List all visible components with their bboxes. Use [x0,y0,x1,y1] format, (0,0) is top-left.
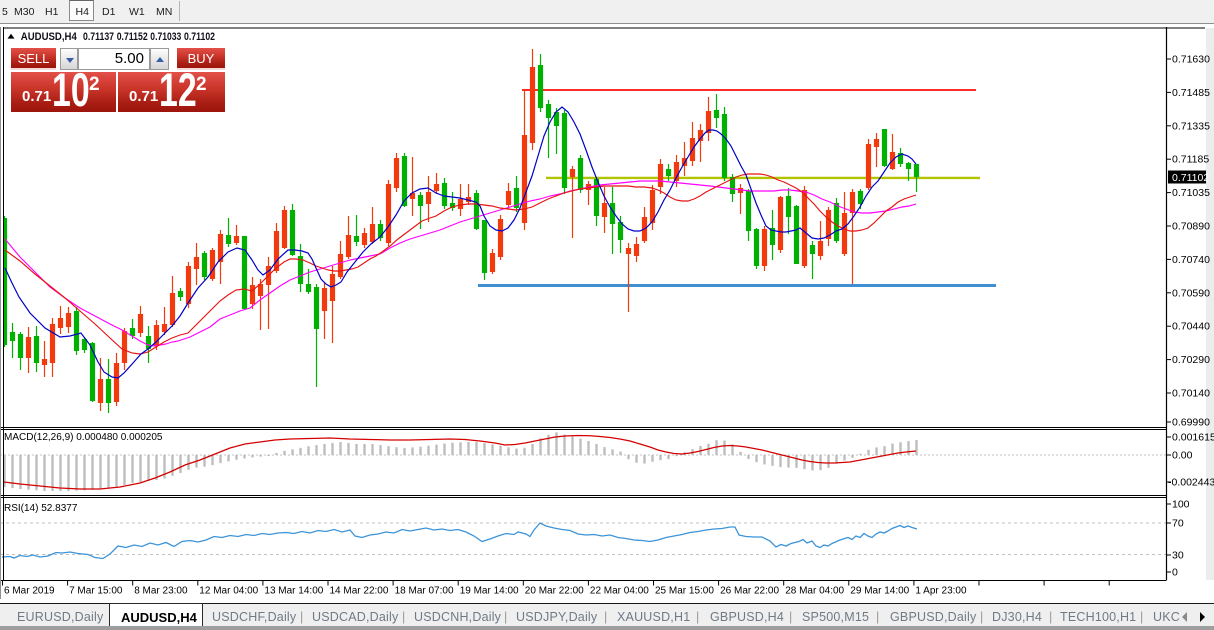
svg-text:25 Mar 15:00: 25 Mar 15:00 [655,586,714,597]
svg-text:0: 0 [1172,567,1178,579]
svg-text:70: 70 [1172,518,1184,530]
svg-text:AUDUSD,H4: AUDUSD,H4 [21,31,78,43]
svg-text:0.71335: 0.71335 [1172,120,1210,132]
svg-text:7 Mar 15:00: 7 Mar 15:00 [69,586,123,597]
svg-text:0.70740: 0.70740 [1172,254,1210,266]
svg-text:6 Mar 2019: 6 Mar 2019 [4,586,55,597]
svg-text:0.71485: 0.71485 [1172,87,1210,99]
svg-text:0.70890: 0.70890 [1172,221,1210,233]
svg-text:RSI(14) 52.8377: RSI(14) 52.8377 [4,503,78,514]
svg-text:1 Apr 23:00: 1 Apr 23:00 [915,586,967,597]
svg-text:18 Mar 07:00: 18 Mar 07:00 [395,586,454,597]
svg-text:0.001615: 0.001615 [1172,432,1214,444]
svg-text:28 Mar 04:00: 28 Mar 04:00 [785,586,844,597]
svg-text:0.71102: 0.71102 [1172,172,1209,184]
svg-text:0.70140: 0.70140 [1172,388,1210,400]
svg-text:19 Mar 14:00: 19 Mar 14:00 [460,586,519,597]
svg-text:0.70590: 0.70590 [1172,287,1210,299]
svg-text:100: 100 [1172,499,1190,511]
svg-text:12 Mar 04:00: 12 Mar 04:00 [199,586,258,597]
svg-text:0.71185: 0.71185 [1172,154,1209,166]
svg-text:-0.002443: -0.002443 [1168,477,1214,489]
svg-text:0.69990: 0.69990 [1172,417,1210,429]
svg-text:0.00: 0.00 [1172,450,1193,462]
svg-text:0.71035: 0.71035 [1172,187,1210,199]
svg-text:0.70290: 0.70290 [1172,354,1210,366]
svg-text:20 Mar 22:00: 20 Mar 22:00 [525,586,584,597]
svg-text:0.71630: 0.71630 [1172,54,1210,66]
svg-text:0.70440: 0.70440 [1172,321,1210,333]
svg-text:22 Mar 04:00: 22 Mar 04:00 [590,586,649,597]
svg-text:14 Mar 22:00: 14 Mar 22:00 [330,586,389,597]
svg-text:8 Mar 23:00: 8 Mar 23:00 [134,586,188,597]
svg-text:13 Mar 14:00: 13 Mar 14:00 [264,586,323,597]
svg-text:29 Mar 14:00: 29 Mar 14:00 [850,586,909,597]
svg-text:26 Mar 22:00: 26 Mar 22:00 [720,586,779,597]
svg-text:MACD(12,26,9) 0.000480 0.00020: MACD(12,26,9) 0.000480 0.000205 [4,432,163,443]
svg-text:30: 30 [1172,550,1184,562]
